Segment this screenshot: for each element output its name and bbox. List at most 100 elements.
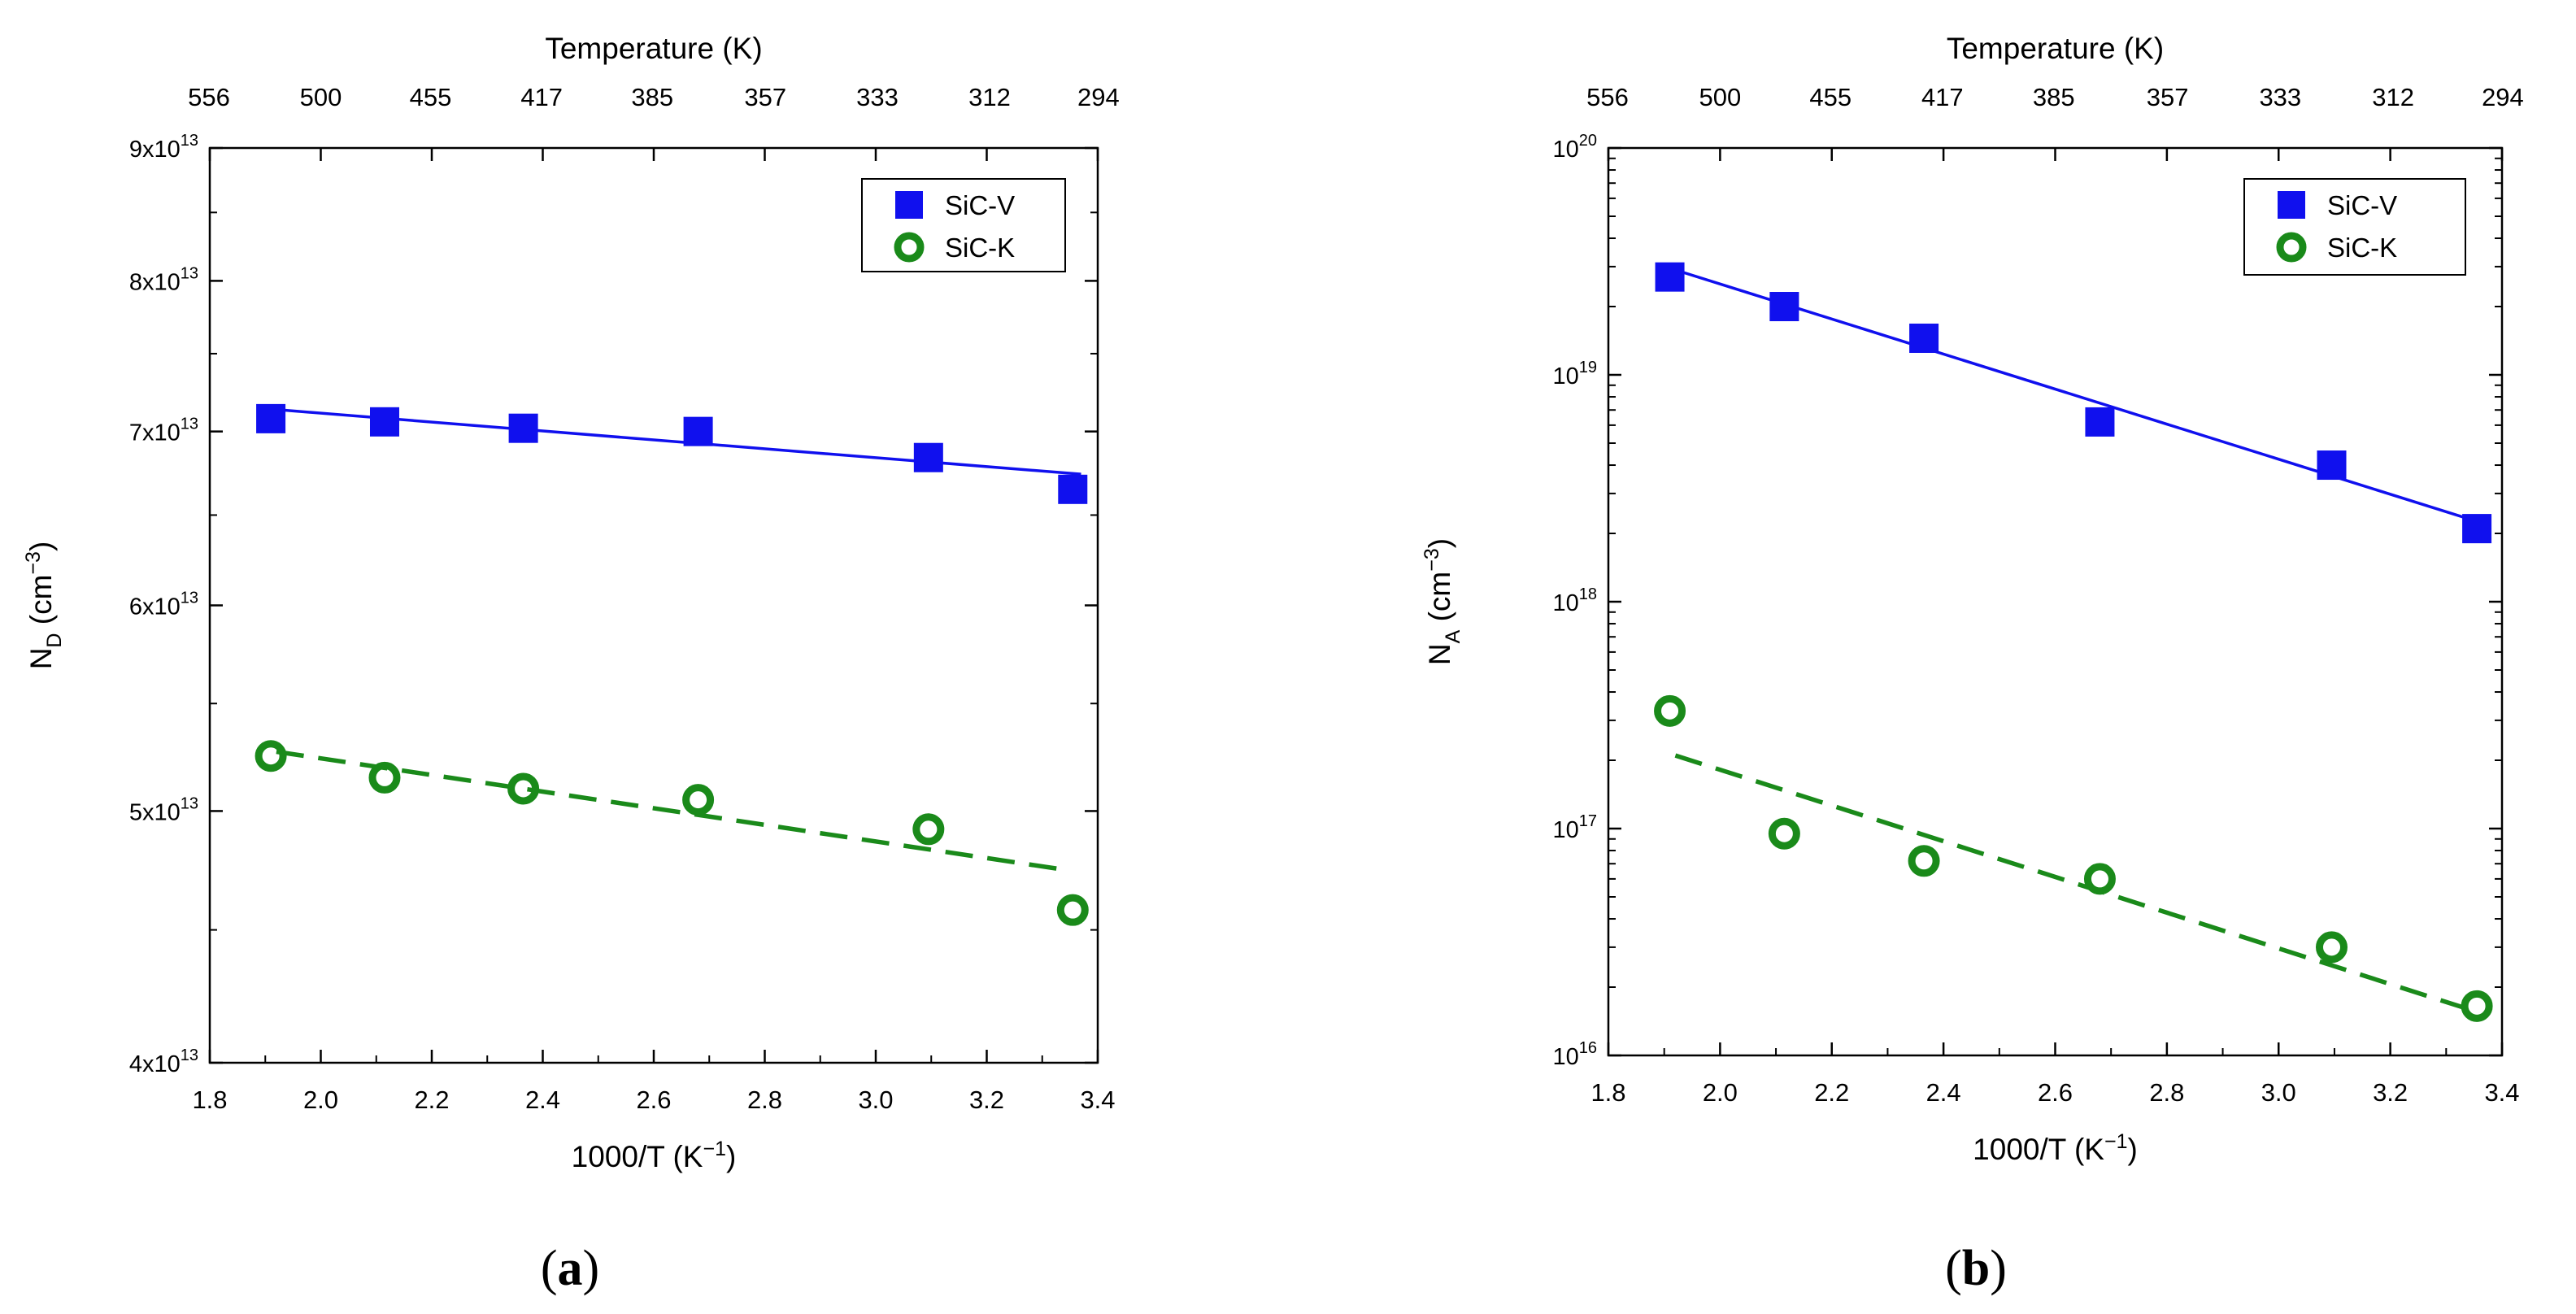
legend-label: SiC-K xyxy=(2327,233,2397,263)
top-tick-label: 556 xyxy=(1586,83,1629,111)
y-axis-label-close: ) xyxy=(24,542,58,551)
y-axis-label-unit: (cm xyxy=(1423,572,1456,630)
data-point-sic-v xyxy=(2085,407,2115,437)
x-tick-label: 3.0 xyxy=(2261,1078,2296,1107)
y-tick-label: 8x1013 xyxy=(129,264,198,295)
fit-line-sic-k xyxy=(1674,753,2469,1012)
y-tick-label: 1016 xyxy=(1552,1039,1597,1070)
x-tick-label: 1.8 xyxy=(1590,1078,1625,1107)
data-point-sic-k xyxy=(368,761,401,794)
legend-marker-sic-v xyxy=(2278,191,2305,219)
top-tick-label: 455 xyxy=(1809,83,1852,111)
chart-panel-b: 1.8 2.0 2.2 2.4 2.6 2.8 3.0 3.2 3.4 1000/T (K−1) 5… xyxy=(1421,32,2524,1296)
legend: SiC-V SiC-K xyxy=(861,178,1066,272)
x-tick-label: 2.8 xyxy=(747,1086,782,1114)
data-point-sic-v xyxy=(2462,514,2492,544)
top-tick-label: 294 xyxy=(2482,83,2524,111)
panel-label-letter: a xyxy=(558,1241,583,1296)
x-tick-label: 2.6 xyxy=(636,1086,671,1114)
y-axis-label-sub: D xyxy=(43,633,66,647)
fit-line-sic-v xyxy=(270,407,1081,476)
y-tick-exp: 18 xyxy=(1579,585,1597,603)
y-tick-exp: 19 xyxy=(1579,359,1597,376)
data-point-sic-v xyxy=(1058,474,1088,504)
y-axis-label-sup: −3 xyxy=(22,551,45,575)
top-tick-label: 333 xyxy=(2259,83,2301,111)
x-axis-label-close: ) xyxy=(2128,1133,2138,1166)
data-point-sic-v xyxy=(1909,323,1939,353)
y-tick-base: 7x10 xyxy=(129,420,181,446)
top-tick-label: 357 xyxy=(744,83,786,111)
data-point-sic-k xyxy=(2083,863,2116,895)
x-tick-label: 3.0 xyxy=(858,1086,893,1114)
y-tick-base: 10 xyxy=(1552,590,1578,616)
top-tick-label: 385 xyxy=(631,83,673,111)
data-point-sic-k xyxy=(682,784,715,816)
x-axis-label: 1000/T (K−1) xyxy=(1973,1130,2138,1166)
y-tick-label: 1020 xyxy=(1552,132,1597,163)
chart-panel-a: 1.8 2.0 2.2 2.4 2.6 2.8 3.0 3.2 3.4 1000/T (K−1) 5… xyxy=(22,32,1120,1296)
top-tick-label: 417 xyxy=(520,83,563,111)
x-axis-label-sup: −1 xyxy=(2104,1130,2128,1153)
top-tick-label: 455 xyxy=(410,83,452,111)
x-tick-label: 2.8 xyxy=(2149,1078,2184,1107)
y-tick-label: 6x1013 xyxy=(129,590,198,620)
y-axis-label: ND (cm−3) xyxy=(22,542,66,670)
top-tick-label: 417 xyxy=(1921,83,1964,111)
data-point-sic-k xyxy=(1056,894,1089,926)
data-point-sic-v xyxy=(1655,262,1685,292)
plot-frame xyxy=(1607,146,2504,1057)
y-tick-label: 1017 xyxy=(1552,812,1597,843)
y-tick-label: 7x1013 xyxy=(129,416,198,446)
panel-label-open: ( xyxy=(541,1241,558,1296)
data-point-sic-v xyxy=(508,413,538,443)
y-axis-label-text: N xyxy=(24,648,58,670)
fit-line-sic-v xyxy=(1674,268,2486,526)
y-tick-label: 1019 xyxy=(1552,359,1597,389)
x-axis-label: 1000/T (K−1) xyxy=(572,1138,737,1173)
top-tick-label: 333 xyxy=(856,83,899,111)
top-tick-label: 500 xyxy=(1699,83,1742,111)
y-tick-base: 6x10 xyxy=(129,594,181,620)
y-tick-base: 8x10 xyxy=(129,269,181,295)
y-tick-exp: 13 xyxy=(181,132,198,150)
y-tick-exp: 17 xyxy=(1579,812,1597,830)
y-tick-base: 4x10 xyxy=(129,1051,181,1077)
legend-marker-sic-v xyxy=(895,191,923,219)
y-tick-base: 5x10 xyxy=(129,799,181,825)
y-axis-label-text: N xyxy=(1423,643,1456,665)
x-tick-label: 2.6 xyxy=(2038,1078,2073,1107)
top-axis-label: Temperature (K) xyxy=(1947,32,2164,65)
x-tick-label: 2.0 xyxy=(1703,1078,1738,1107)
x-tick-label: 2.4 xyxy=(525,1086,560,1114)
y-tick-exp: 13 xyxy=(181,794,198,812)
data-point-sic-v xyxy=(683,416,713,446)
x-tick-label: 1.8 xyxy=(192,1086,227,1114)
top-tick-label: 385 xyxy=(2033,83,2075,111)
y-tick-exp: 13 xyxy=(181,416,198,433)
top-tick-label: 556 xyxy=(188,83,230,111)
x-axis-label-text: 1000/T (K xyxy=(1973,1133,2104,1166)
x-tick-label: 3.2 xyxy=(2373,1078,2408,1107)
y-tick-exp: 13 xyxy=(181,1046,198,1064)
y-tick-label: 9x1013 xyxy=(129,132,198,163)
x-tick-label: 3.2 xyxy=(969,1086,1004,1114)
top-tick-label: 312 xyxy=(968,83,1011,111)
x-axis-label-sup: −1 xyxy=(703,1138,726,1160)
x-tick-label: 2.4 xyxy=(1926,1078,1961,1107)
y-axis-label-sub: A xyxy=(1442,629,1464,643)
data-point-sic-k xyxy=(255,740,287,772)
y-axis-label-sup: −3 xyxy=(1421,548,1443,572)
x-tick-label: 3.4 xyxy=(2484,1078,2519,1107)
data-point-sic-k xyxy=(1654,694,1686,727)
y-axis-label-unit: (cm xyxy=(24,575,58,633)
top-axis-label: Temperature (K) xyxy=(545,32,762,65)
top-tick-label: 500 xyxy=(300,83,342,111)
y-tick-label: 4x1013 xyxy=(129,1046,198,1077)
y-axis-label-close: ) xyxy=(1423,538,1456,548)
data-point-sic-k xyxy=(2461,990,2493,1022)
data-point-sic-v xyxy=(256,403,286,433)
panel-label-letter: b xyxy=(1962,1241,1990,1296)
top-tick-label: 294 xyxy=(1077,83,1120,111)
